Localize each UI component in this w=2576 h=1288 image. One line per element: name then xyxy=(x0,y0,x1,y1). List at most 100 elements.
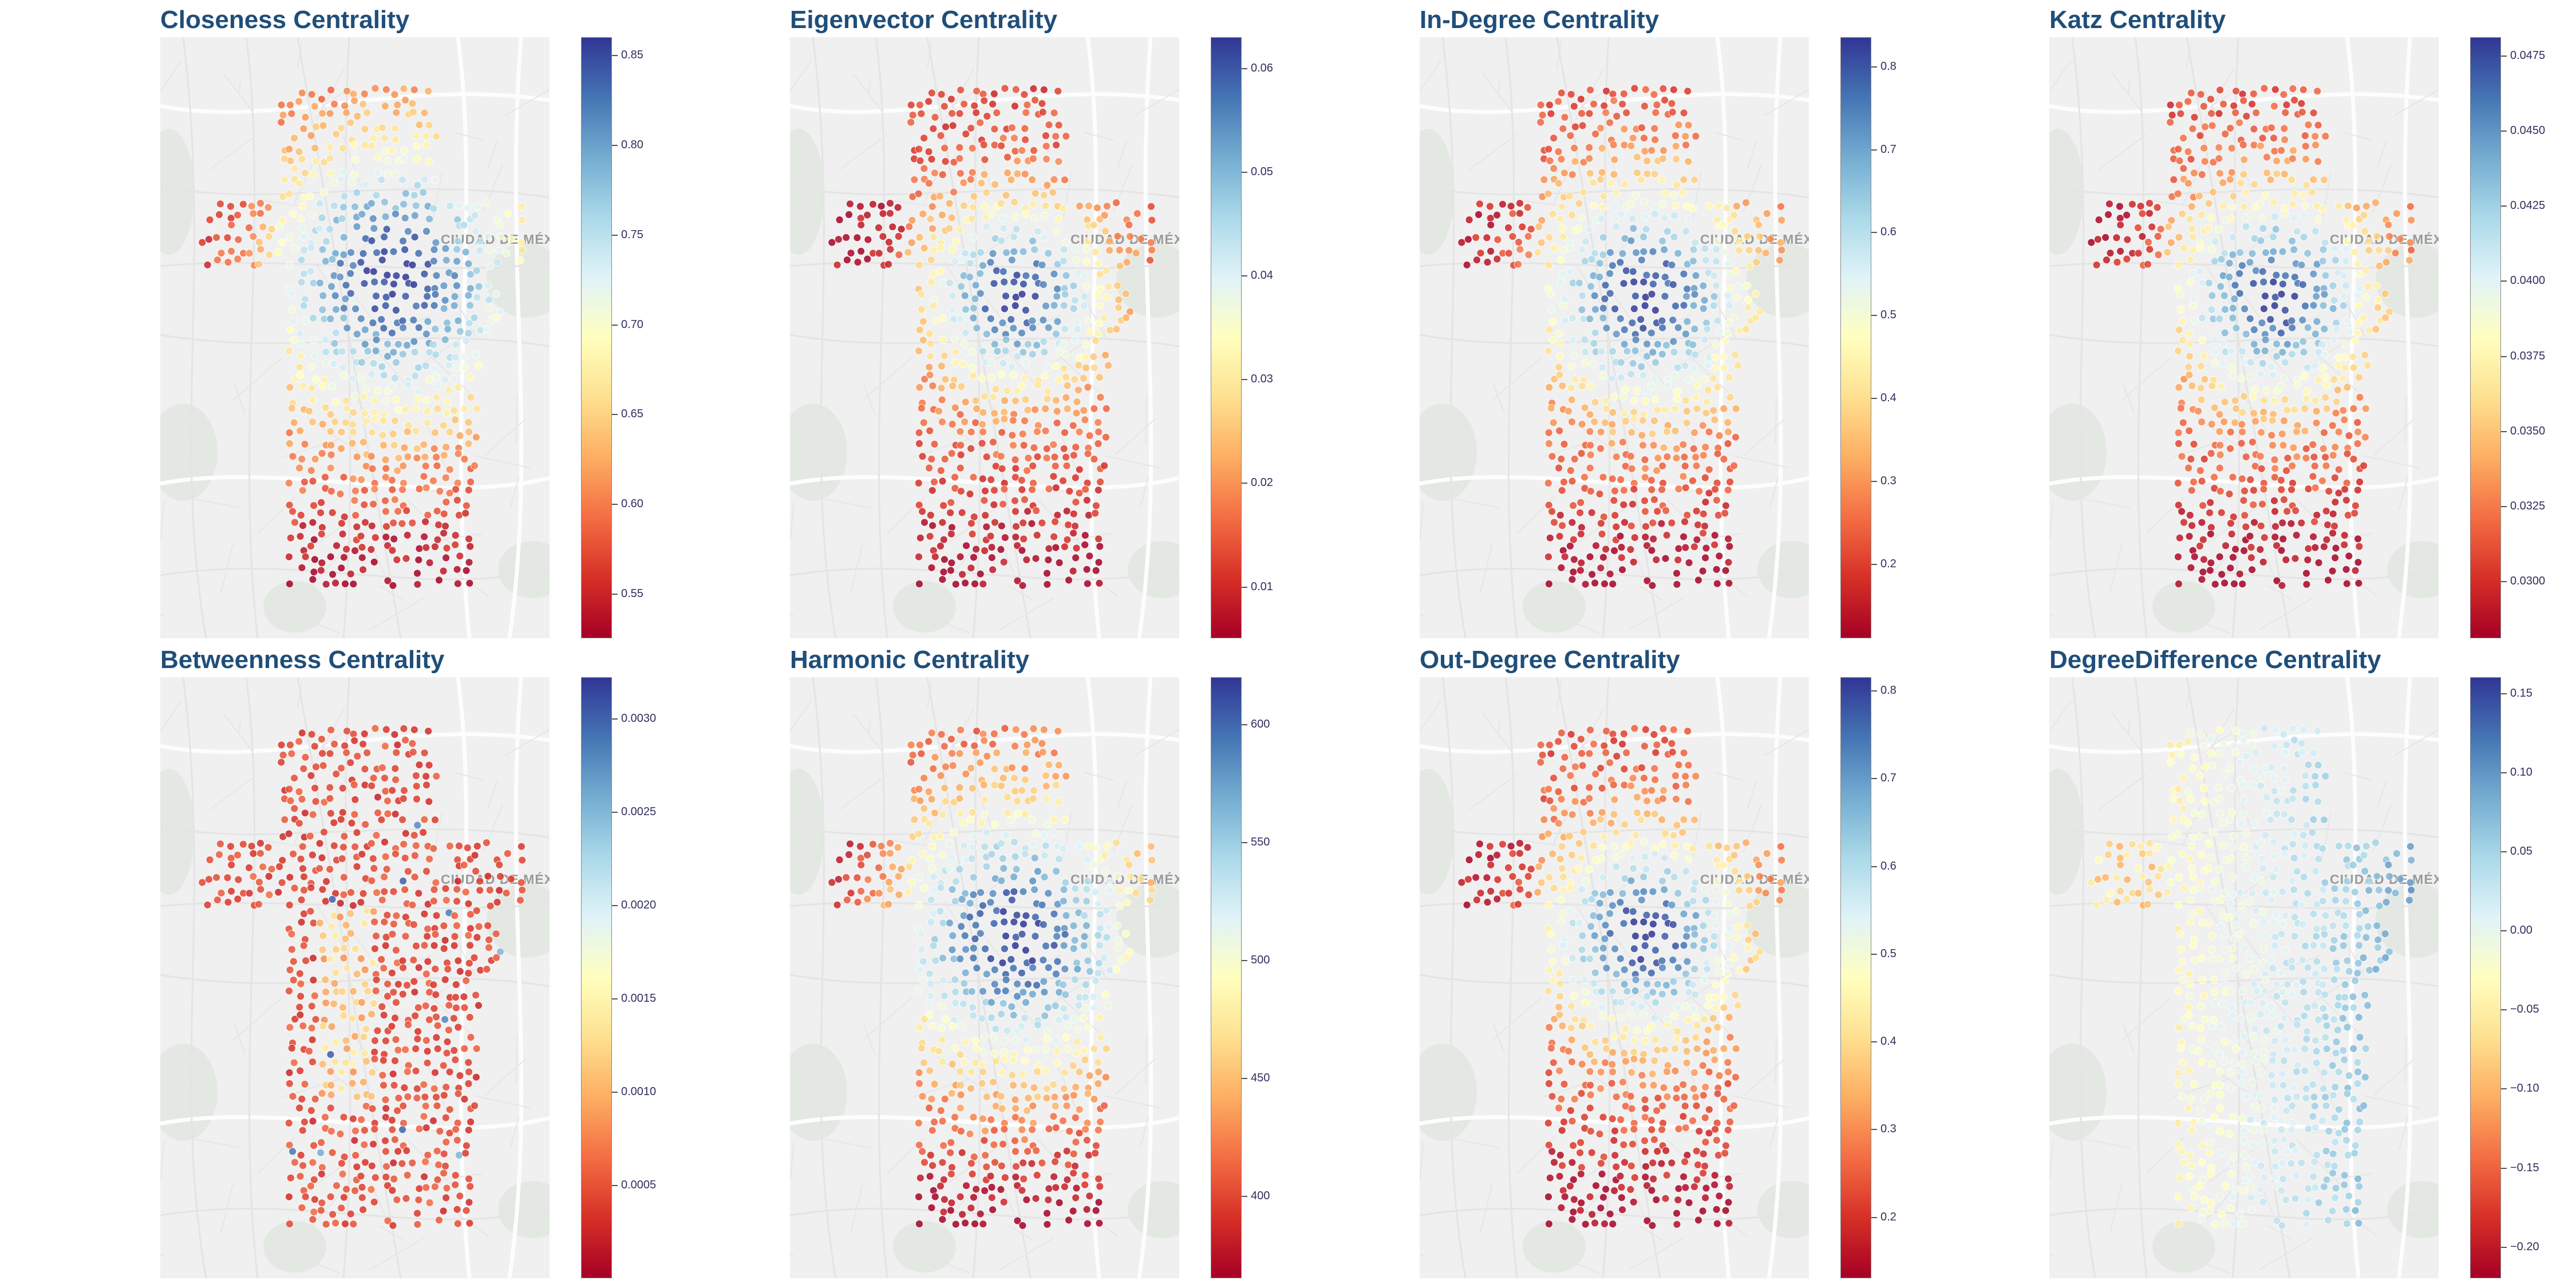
station-point[interactable] xyxy=(2362,202,2370,211)
station-point[interactable] xyxy=(1567,1036,1576,1044)
station-point[interactable] xyxy=(1672,454,1681,462)
station-point[interactable] xyxy=(1558,486,1566,495)
station-point[interactable] xyxy=(373,1026,382,1035)
station-point[interactable] xyxy=(993,347,1002,355)
station-point[interactable] xyxy=(1610,547,1619,555)
station-point[interactable] xyxy=(2206,530,2215,538)
station-point[interactable] xyxy=(2256,452,2265,460)
station-point[interactable] xyxy=(401,214,409,222)
station-point[interactable] xyxy=(307,1002,316,1010)
station-point[interactable] xyxy=(1639,1011,1647,1020)
station-point[interactable] xyxy=(277,758,286,767)
station-point[interactable] xyxy=(2226,519,2235,528)
station-point[interactable] xyxy=(452,341,460,349)
station-point[interactable] xyxy=(1734,1001,1742,1010)
station-point[interactable] xyxy=(378,362,386,371)
station-point[interactable] xyxy=(456,432,464,440)
station-point[interactable] xyxy=(1672,942,1680,950)
station-point[interactable] xyxy=(986,532,995,540)
station-point[interactable] xyxy=(308,396,317,404)
station-point[interactable] xyxy=(1011,397,1020,405)
station-point[interactable] xyxy=(430,301,438,310)
station-point[interactable] xyxy=(1550,804,1558,813)
station-point[interactable] xyxy=(2279,535,2287,543)
station-point[interactable] xyxy=(432,373,440,381)
station-point[interactable] xyxy=(1640,134,1648,143)
station-point[interactable] xyxy=(1674,556,1682,564)
station-point[interactable] xyxy=(2238,428,2247,436)
station-point[interactable] xyxy=(2292,341,2300,349)
station-point[interactable] xyxy=(451,932,459,941)
station-point[interactable] xyxy=(978,261,987,270)
station-point[interactable] xyxy=(1702,409,1710,417)
station-point[interactable] xyxy=(1054,157,1063,166)
station-point[interactable] xyxy=(948,749,957,758)
station-point[interactable] xyxy=(422,1124,430,1132)
station-point[interactable] xyxy=(1059,257,1068,266)
station-point[interactable] xyxy=(441,884,450,893)
station-point[interactable] xyxy=(1051,1102,1060,1110)
station-point[interactable] xyxy=(1617,374,1625,382)
station-point[interactable] xyxy=(472,991,480,999)
station-point[interactable] xyxy=(216,200,224,208)
station-point[interactable] xyxy=(287,109,296,118)
station-point[interactable] xyxy=(1559,941,1567,950)
station-point[interactable] xyxy=(908,751,917,759)
station-point[interactable] xyxy=(2392,210,2401,218)
station-point[interactable] xyxy=(1668,748,1677,756)
station-point[interactable] xyxy=(2356,270,2364,279)
station-point[interactable] xyxy=(476,246,484,255)
station-point[interactable] xyxy=(1637,315,1645,323)
station-point[interactable] xyxy=(360,90,369,98)
station-point[interactable] xyxy=(997,521,1006,530)
station-point[interactable] xyxy=(1547,305,1555,314)
station-point[interactable] xyxy=(1630,945,1638,953)
station-point[interactable] xyxy=(1577,95,1585,104)
station-point[interactable] xyxy=(947,499,955,507)
station-point[interactable] xyxy=(1693,1021,1701,1030)
station-point[interactable] xyxy=(1647,329,1656,337)
station-point[interactable] xyxy=(1568,418,1576,426)
station-point[interactable] xyxy=(1601,295,1609,303)
station-point[interactable] xyxy=(390,1081,398,1089)
station-point[interactable] xyxy=(382,225,391,234)
station-point[interactable] xyxy=(1650,374,1658,382)
station-point[interactable] xyxy=(408,99,417,108)
station-point[interactable] xyxy=(997,1186,1005,1194)
station-point[interactable] xyxy=(338,168,347,177)
station-point[interactable] xyxy=(1637,955,1645,963)
station-point[interactable] xyxy=(444,965,452,973)
station-point[interactable] xyxy=(2300,372,2309,380)
station-point[interactable] xyxy=(360,486,369,495)
station-point[interactable] xyxy=(2304,485,2313,493)
station-point[interactable] xyxy=(496,872,504,880)
station-point[interactable] xyxy=(461,1149,470,1157)
station-point[interactable] xyxy=(991,1158,999,1167)
station-point[interactable] xyxy=(390,495,399,504)
station-point[interactable] xyxy=(1050,175,1058,184)
station-point[interactable] xyxy=(350,810,359,819)
station-point[interactable] xyxy=(411,1012,420,1020)
station-point[interactable] xyxy=(320,188,328,196)
station-point[interactable] xyxy=(2297,99,2306,108)
station-point[interactable] xyxy=(1672,782,1680,791)
station-point[interactable] xyxy=(404,381,412,389)
station-point[interactable] xyxy=(492,953,501,962)
station-point[interactable] xyxy=(2138,232,2147,241)
station-point[interactable] xyxy=(1540,815,1548,824)
station-point[interactable] xyxy=(378,431,387,440)
station-point[interactable] xyxy=(951,335,959,344)
station-point[interactable] xyxy=(1100,314,1108,322)
station-point[interactable] xyxy=(1094,899,1103,908)
station-point[interactable] xyxy=(1023,741,1032,749)
station-point[interactable] xyxy=(1578,420,1586,428)
station-point[interactable] xyxy=(234,235,243,244)
station-point[interactable] xyxy=(442,498,451,506)
station-point[interactable] xyxy=(339,553,348,562)
station-point[interactable] xyxy=(2302,580,2311,588)
station-point[interactable] xyxy=(928,842,937,851)
station-point[interactable] xyxy=(2175,383,2183,392)
station-point[interactable] xyxy=(1042,302,1050,310)
station-point[interactable] xyxy=(1641,507,1649,516)
station-point[interactable] xyxy=(917,109,926,118)
